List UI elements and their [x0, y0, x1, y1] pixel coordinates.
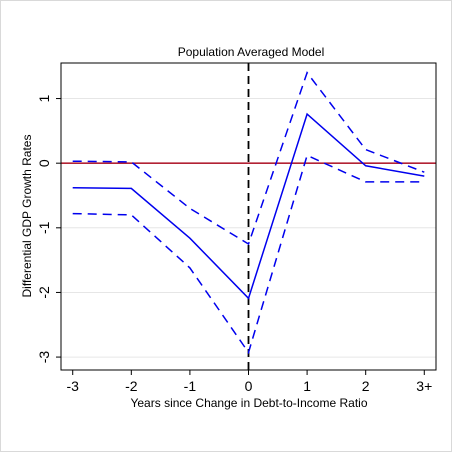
x-tick-label: 0: [245, 378, 253, 394]
upper-confidence-line: [72, 71, 425, 246]
y-axis-label: Differential GDP Growth Rates: [20, 135, 34, 298]
estimate-line: [72, 112, 425, 300]
reference-lines: [61, 63, 436, 370]
y-tick-label: -1: [36, 221, 52, 234]
x-axis-label: Years since Change in Debt-to-Income Rat…: [130, 396, 367, 410]
chart-title: Population Averaged Model: [178, 45, 325, 59]
x-tick-label: 2: [362, 378, 370, 394]
y-tick-label: 0: [36, 159, 52, 167]
x-tick-label: -2: [125, 378, 138, 394]
y-tick-label: 1: [36, 94, 52, 102]
x-tick-label: -1: [184, 378, 197, 394]
series-lines: [72, 71, 425, 355]
y-tick-label: -2: [36, 286, 52, 299]
y-tick-label: -3: [36, 351, 52, 364]
x-tick-label: -3: [66, 378, 79, 394]
x-tick-label: 3+: [416, 378, 432, 394]
x-tick-label: 1: [303, 378, 311, 394]
grid-lines: [61, 98, 436, 358]
lower-confidence-line: [72, 154, 425, 355]
x-axis-ticks: -3 -2 -1 0 1 2 3+: [66, 370, 432, 394]
y-axis-ticks: -3 -2 -1 0 1: [36, 94, 61, 363]
